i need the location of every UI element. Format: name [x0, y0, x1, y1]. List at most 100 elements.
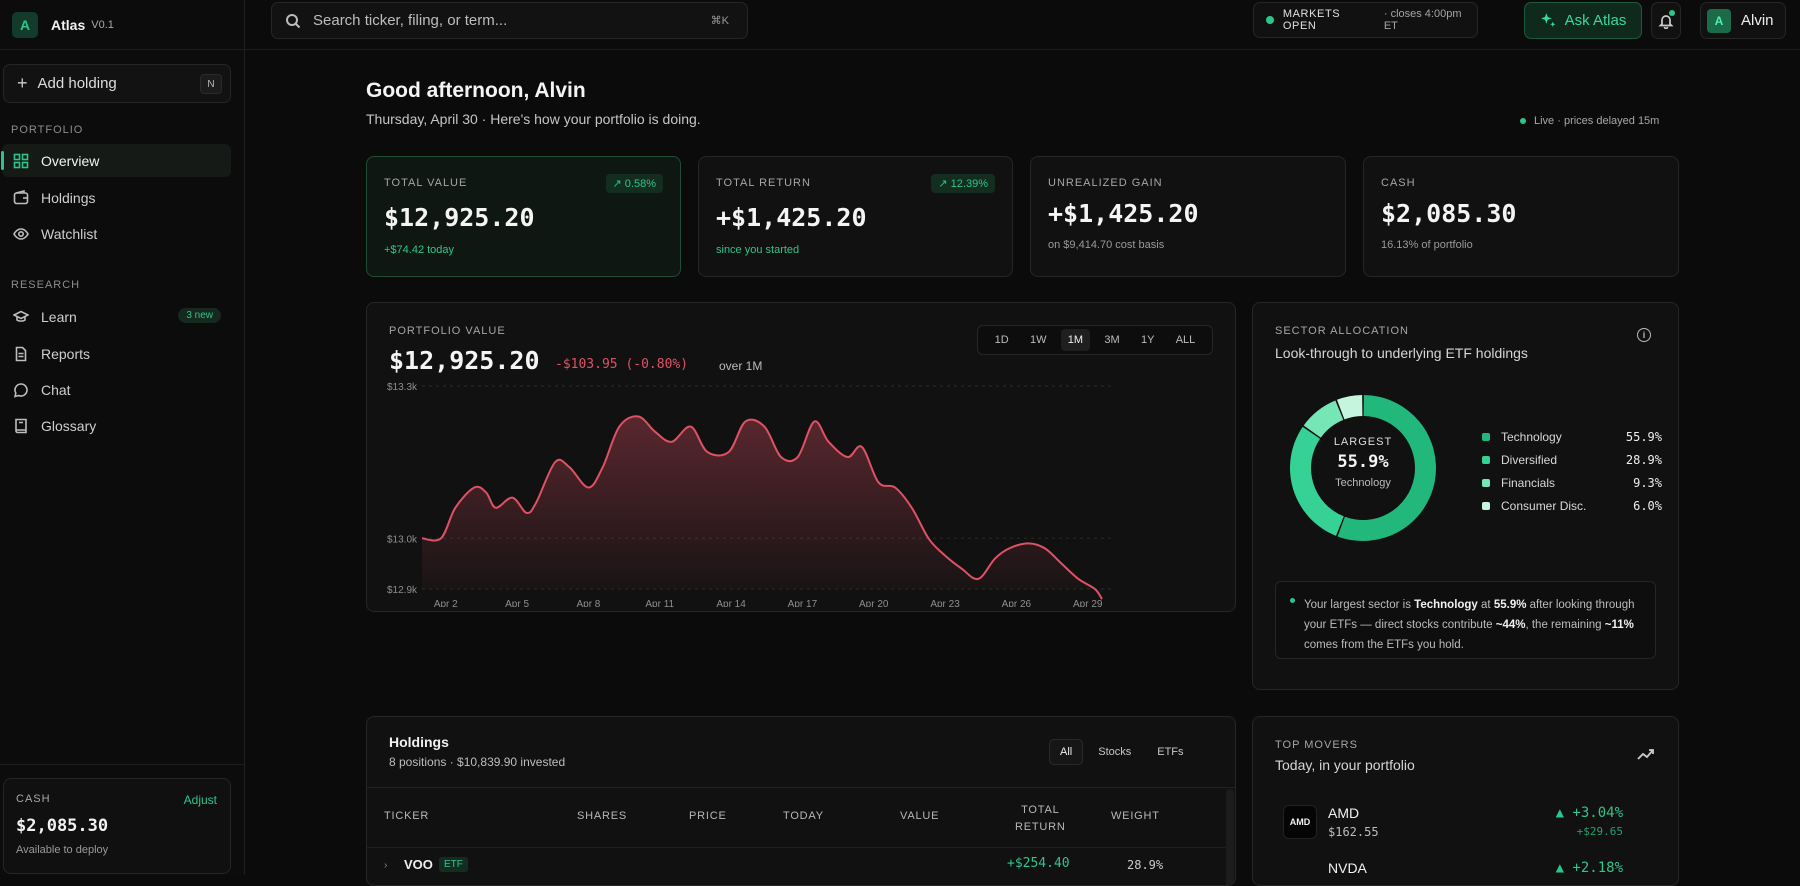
sidebar-item-overview[interactable]: Overview [1, 144, 231, 177]
stat-badge: ↗ 12.39% [931, 174, 995, 193]
legend-name: Consumer Disc. [1501, 498, 1587, 513]
col-price[interactable]: PRICE [689, 810, 727, 822]
legend-name: Diversified [1501, 452, 1558, 467]
sidebar-item-watchlist[interactable]: Watchlist [2, 217, 231, 250]
stat-card-total-return[interactable]: TOTAL RETURN ↗ 12.39% +$1,425.20 since y… [698, 156, 1013, 277]
col-ticker[interactable]: TICKER [384, 810, 430, 822]
search-input[interactable] [313, 12, 693, 29]
donut-slice-technology[interactable] [1337, 395, 1436, 541]
donut-slice-diversified[interactable] [1290, 426, 1344, 536]
cash-value: $2,085.30 [16, 816, 109, 836]
legend-swatch [1482, 455, 1490, 464]
legend-pct: 9.3% [1633, 475, 1662, 490]
col-today[interactable]: TODAY [783, 810, 824, 822]
portfolio-value-card: PORTFOLIO VALUE $12,925.20 -$103.95 (-0.… [366, 302, 1236, 612]
stat-label: CASH [1381, 177, 1416, 189]
holdings-scrollbar[interactable] [1226, 789, 1234, 885]
live-dot [1520, 118, 1526, 124]
filter-all[interactable]: All [1049, 739, 1084, 765]
page-title: Good afternoon, Alvin [366, 79, 586, 102]
y-tick-label: $13.3k [387, 382, 418, 393]
sidebar-item-holdings[interactable]: Holdings [2, 181, 231, 214]
x-tick-label: Apr 5 [505, 599, 529, 607]
x-tick-label: Apr 23 [930, 599, 960, 607]
col-shares[interactable]: SHARES [577, 810, 628, 822]
sidebar-item-label: Watchlist [41, 225, 98, 242]
app-name: Atlas [51, 16, 86, 33]
legend-name: Financials [1501, 475, 1556, 490]
x-tick-label: Apr 26 [1002, 599, 1032, 607]
sector-allocation-subtitle: Look-through to underlying ETF holdings [1275, 345, 1528, 361]
holdings-title: Holdings [389, 734, 449, 750]
user-menu-button[interactable]: A Alvin [1700, 2, 1786, 39]
avatar: A [1707, 8, 1731, 33]
col-total-label: TOTAL [1021, 804, 1060, 816]
expand-icon[interactable]: › [384, 860, 388, 871]
add-holding-button[interactable]: + Add holding N [3, 64, 231, 103]
mover-pct: ▲ +3.04% [1555, 805, 1623, 821]
donut-center-label: LARGEST [1333, 436, 1393, 448]
range-3m[interactable]: 3M [1104, 334, 1120, 346]
mover-logo: AMD [1283, 805, 1317, 839]
note-text: comes from the ETFs you hold. [1304, 639, 1464, 651]
brand[interactable]: A Atlas V0.1 [0, 0, 245, 50]
sidebar-item-reports[interactable]: Reports [2, 337, 231, 370]
legend-pct: 6.0% [1633, 498, 1662, 513]
search-shortcut: ⌘K [710, 15, 729, 27]
range-1w[interactable]: 1W [1030, 334, 1047, 346]
table-row[interactable]: › VOO ETF +$254.40 28.9% [367, 847, 1227, 885]
sidebar-divider [0, 764, 245, 765]
col-total-return[interactable]: TOTAL RETURN [1015, 802, 1066, 836]
top-movers-card: TOP MOVERS Today, in your portfolio AMD … [1252, 716, 1679, 886]
legend-swatch [1482, 432, 1490, 441]
ask-atlas-label: Ask Atlas [1564, 12, 1627, 29]
row-type-badge: ETF [439, 857, 468, 872]
stat-sub: on $9,414.70 cost basis [1048, 239, 1165, 251]
x-tick-label: Apr 8 [576, 599, 600, 607]
search-box[interactable]: ⌘K [271, 2, 748, 39]
info-icon[interactable]: i [1637, 328, 1651, 342]
col-weight[interactable]: WEIGHT [1111, 810, 1160, 822]
range-1y[interactable]: 1Y [1140, 334, 1155, 346]
market-close-time: · closes 4:00pm ET [1383, 8, 1462, 32]
stat-badge: ↗ 0.58% [605, 174, 663, 193]
book-icon [15, 418, 27, 433]
user-name: Alvin [1741, 12, 1774, 29]
grid-icon [13, 153, 29, 168]
mover-abs: +$29.65 [1576, 825, 1623, 838]
range-1m[interactable]: 1M [1060, 329, 1091, 351]
mover-item[interactable]: AMD AMD $162.55 ▲ +3.04% +$29.65 [1283, 805, 1623, 849]
filter-stocks[interactable]: Stocks [1098, 746, 1132, 758]
sidebar-cash-card: CASH Adjust $2,085.30 Available to deplo… [3, 778, 231, 874]
document-icon [15, 346, 27, 361]
range-all[interactable]: ALL [1175, 334, 1196, 346]
col-value[interactable]: VALUE [900, 810, 940, 822]
cash-sub: Available to deploy [16, 844, 109, 856]
portfolio-value-amount: $12,925.20 [389, 346, 540, 375]
sidebar-item-chat[interactable]: Chat [2, 373, 231, 406]
app-logo: A [12, 11, 38, 38]
ask-atlas-button[interactable]: Ask Atlas [1524, 2, 1642, 39]
cash-adjust-link[interactable]: Adjust [183, 793, 217, 807]
sidebar-item-glossary[interactable]: Glossary [2, 409, 231, 442]
sidebar-item-learn[interactable]: Learn 3 new [2, 300, 231, 333]
topbar: ⌘K MARKETS OPEN · closes 4:00pm ET Ask A… [245, 0, 1800, 50]
stat-card-unrealized-gain[interactable]: UNREALIZED GAIN +$1,425.20 on $9,414.70 … [1030, 156, 1346, 277]
mover-item[interactable]: NVDA ▲ +2.18% [1283, 860, 1623, 885]
donut-slice-consumer-disc-[interactable] [1336, 395, 1363, 420]
stat-card-cash[interactable]: CASH $2,085.30 16.13% of portfolio [1363, 156, 1679, 277]
graduation-cap-icon [13, 310, 29, 322]
stat-card-total-value[interactable]: TOTAL VALUE ↗ 0.58% $12,925.20 +$74.42 t… [366, 156, 681, 277]
donut-slice-financials[interactable] [1303, 400, 1344, 438]
holdings-subtitle: 8 positions · $10,839.90 invested [389, 755, 566, 769]
plus-icon: + [17, 73, 28, 93]
legend-swatch [1482, 501, 1490, 510]
stat-sub: 16.13% of portfolio [1381, 239, 1473, 251]
filter-etfs[interactable]: ETFs [1157, 746, 1184, 758]
sidebar: A Atlas V0.1 + Add holding N PORTFOLIO O… [0, 0, 245, 875]
range-1d[interactable]: 1D [994, 334, 1009, 346]
notifications-button[interactable] [1651, 2, 1681, 39]
trending-up-icon[interactable] [1637, 747, 1655, 761]
note-text: , the remaining [1525, 619, 1605, 631]
sidebar-item-label: Reports [41, 345, 91, 362]
